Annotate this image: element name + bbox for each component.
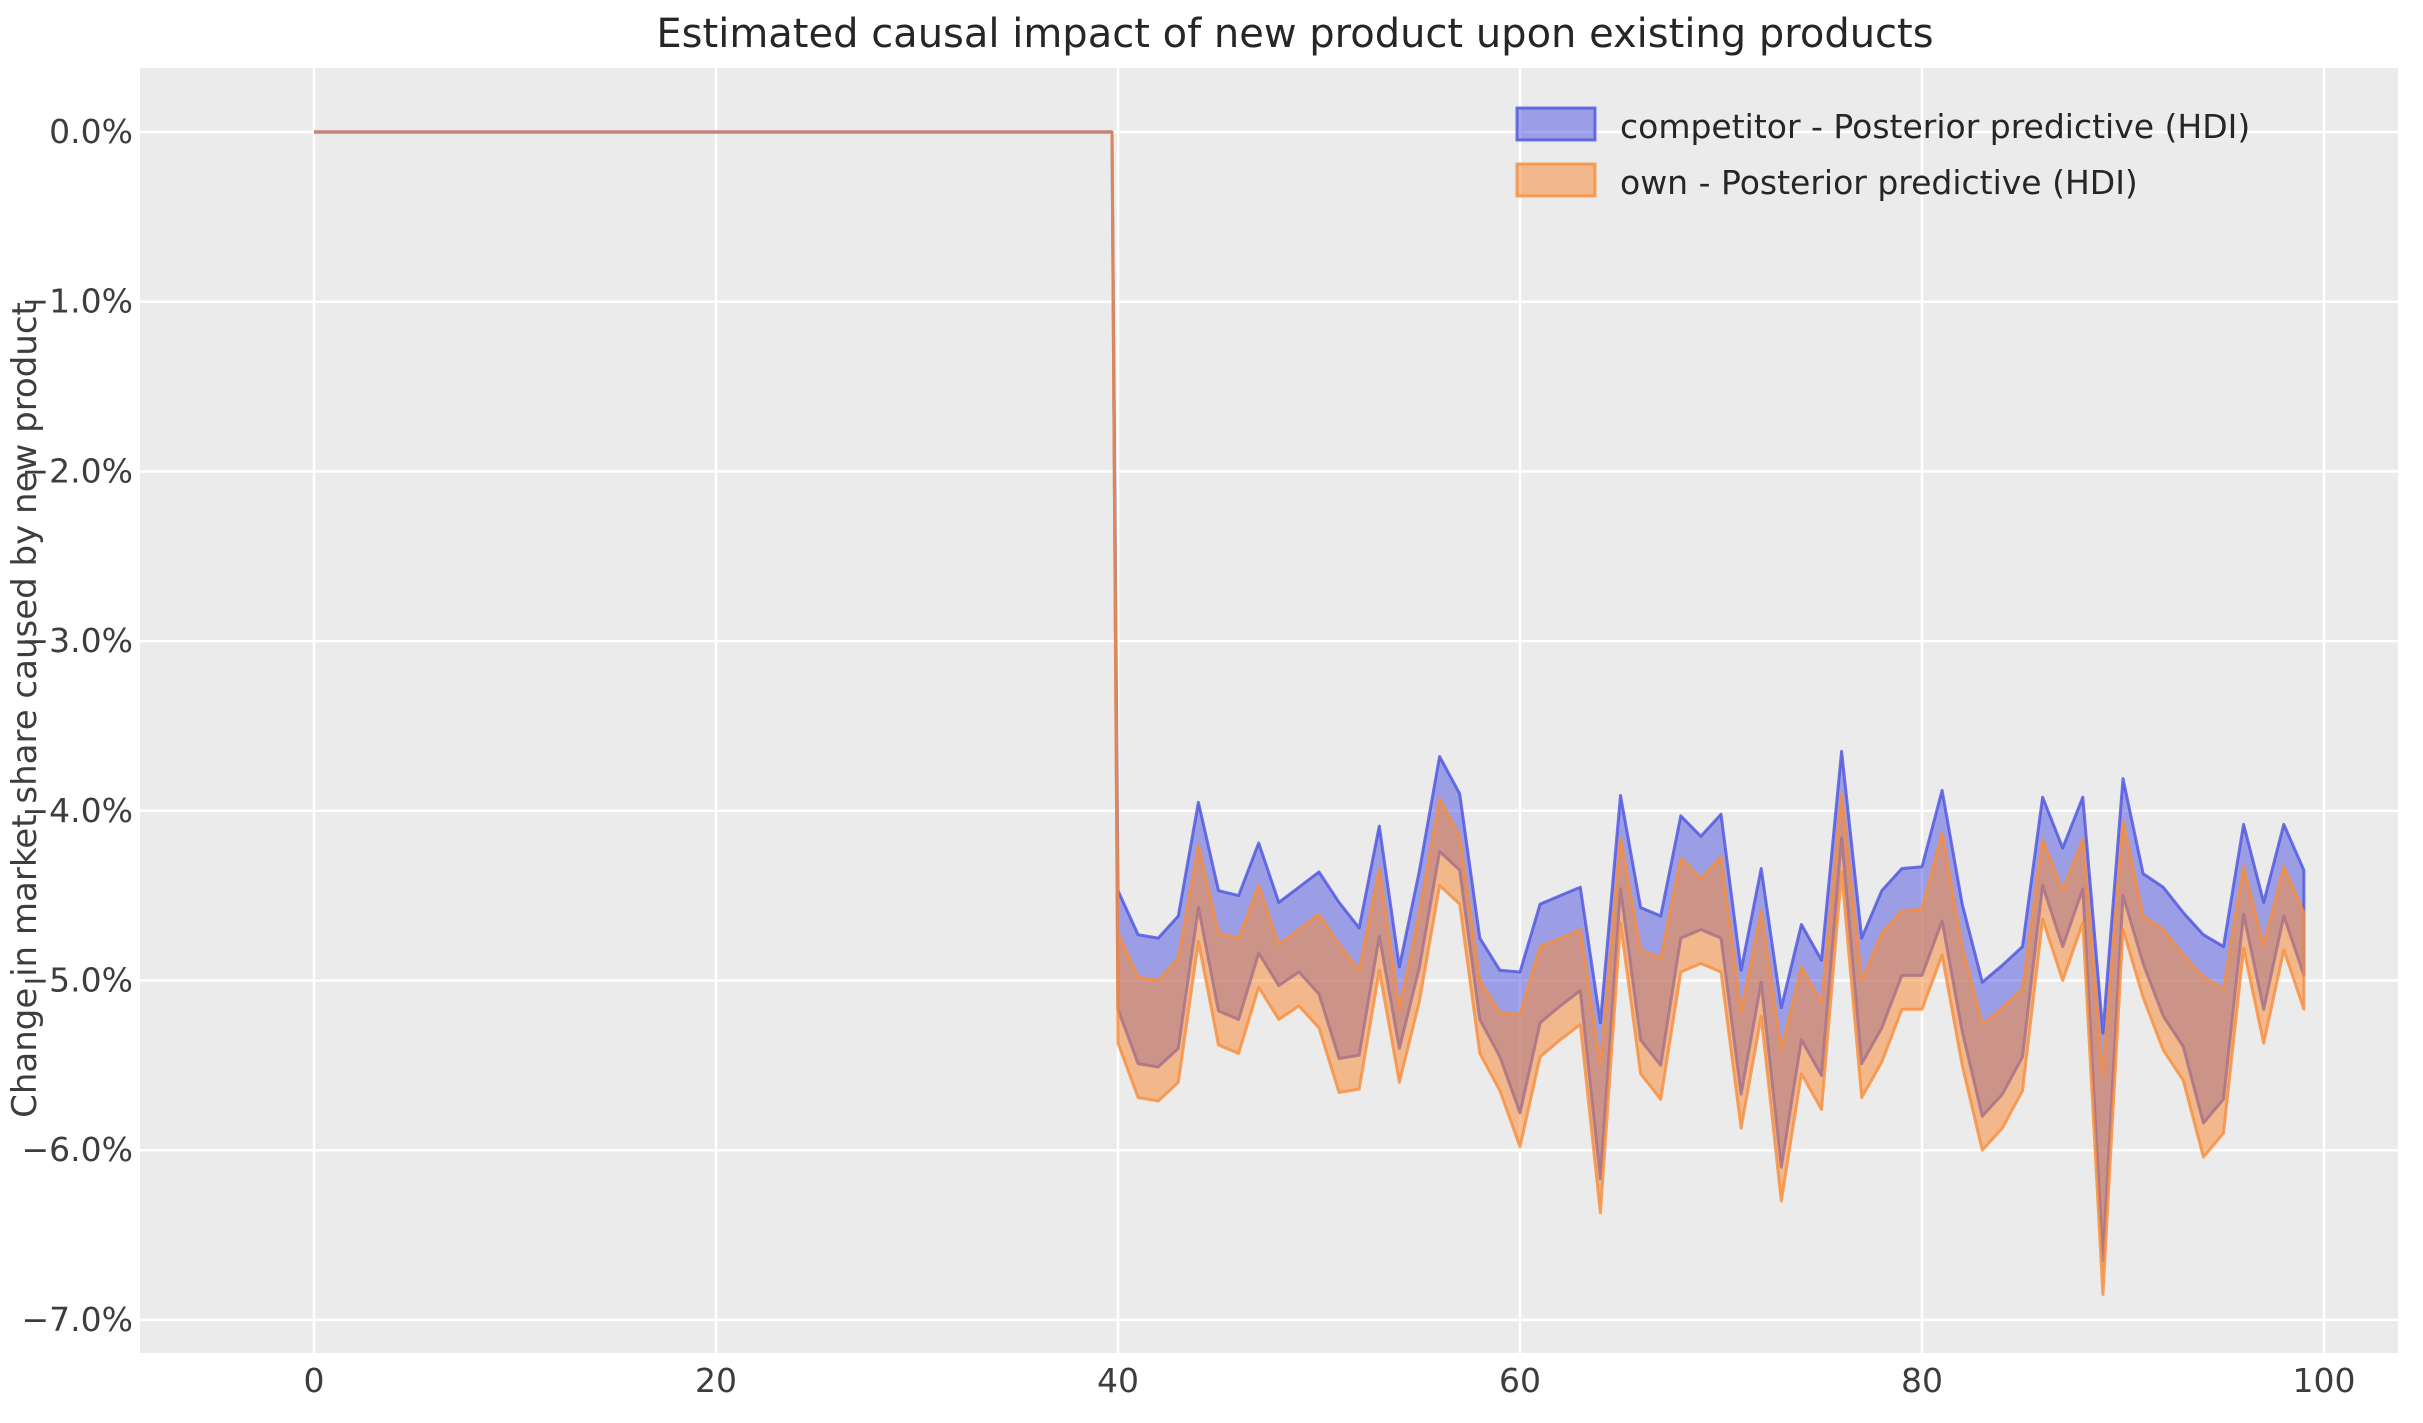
y-tick-label: −6.0% (22, 1130, 134, 1169)
x-tick-label: 100 (2293, 1361, 2356, 1400)
y-axis-label: Change in market share caused by new pro… (5, 302, 45, 1118)
y-tick-label: −4.0% (22, 791, 134, 830)
x-tick-label: 20 (695, 1361, 737, 1400)
x-tick-label: 80 (1901, 1361, 1943, 1400)
chart-title: Estimated causal impact of new product u… (656, 11, 1933, 57)
y-tick-label: −1.0% (22, 282, 134, 321)
y-tick-label: −7.0% (22, 1300, 134, 1339)
legend-label-competitor: competitor - Posterior predictive (HDI) (1620, 107, 2250, 146)
legend-swatch-own (1515, 162, 1597, 198)
y-tick-label: −2.0% (22, 451, 134, 490)
y-tick-label: −3.0% (22, 621, 134, 660)
y-tick-label: 0.0% (49, 112, 133, 151)
x-tick-label: 40 (1097, 1361, 1139, 1400)
plot-area (140, 68, 2398, 1353)
hdi-band-own (1110, 130, 2306, 1296)
legend-swatch-competitor (1515, 106, 1597, 142)
legend-label-own: own - Posterior predictive (HDI) (1620, 163, 2138, 202)
x-tick-label: 60 (1499, 1361, 1541, 1400)
x-tick-label: 0 (304, 1361, 325, 1400)
y-tick-label: −5.0% (22, 961, 134, 1000)
